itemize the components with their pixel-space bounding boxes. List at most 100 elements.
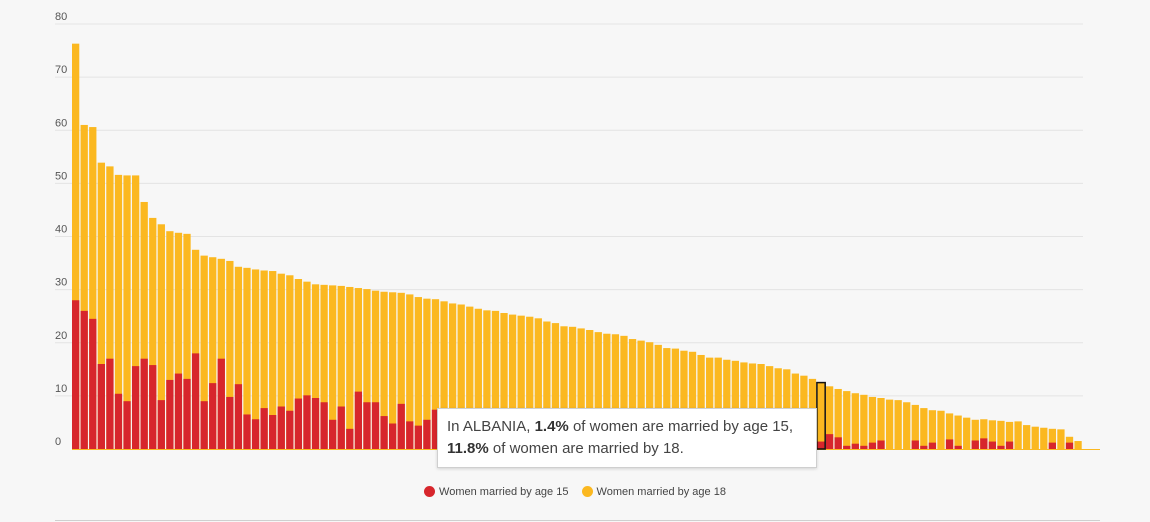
bar-age15	[260, 408, 268, 449]
bar-age18	[191, 249, 200, 449]
bar-age18	[903, 402, 911, 449]
bar-age15	[363, 402, 371, 449]
bar-age18	[646, 342, 654, 449]
y-tick-label: 10	[55, 383, 67, 395]
bar-age18	[414, 297, 422, 449]
bar-age18	[269, 271, 277, 449]
bar-age15	[217, 358, 225, 449]
bar-age18	[286, 275, 294, 449]
bar-age18	[157, 224, 165, 449]
bar-age15	[868, 442, 877, 449]
bar-age18	[380, 291, 388, 449]
bar-age18	[526, 316, 534, 449]
bar-age18	[706, 357, 714, 449]
bar-age15	[303, 395, 311, 449]
bar-age15	[843, 445, 851, 449]
bar-age15	[140, 358, 148, 449]
bar-age18	[714, 357, 722, 449]
tooltip-sep: ,	[526, 418, 535, 435]
y-tick-label: 60	[55, 117, 67, 129]
bar-age18	[448, 303, 457, 449]
y-tick-label: 20	[55, 330, 67, 342]
bar-age18	[1040, 427, 1048, 449]
bar-age15	[988, 441, 997, 449]
bar-age18	[483, 310, 491, 449]
bar-age18	[723, 359, 731, 449]
bar-age15	[1048, 442, 1057, 449]
bar-age18	[697, 354, 705, 449]
bar-age18	[568, 326, 577, 449]
bar-age18	[337, 285, 345, 449]
bar-age18	[329, 285, 337, 449]
bar-age18	[183, 233, 191, 449]
bar-age15	[200, 401, 208, 449]
bar-age18	[140, 201, 148, 449]
bar-age18	[1005, 421, 1014, 449]
bar-age18	[363, 289, 371, 449]
bar-age15	[825, 434, 834, 449]
bar-age15	[157, 400, 165, 449]
bar-age18	[114, 174, 123, 449]
bar-age18	[234, 266, 243, 449]
bar-age18	[500, 313, 508, 449]
bar-age18	[389, 292, 397, 449]
bar-age15	[329, 419, 337, 449]
bar-age15	[860, 445, 868, 449]
bar-age15	[817, 441, 825, 449]
bar-age18	[1031, 426, 1039, 449]
bar-age15	[423, 419, 431, 449]
bar-age18	[765, 366, 774, 449]
bar-age18	[611, 334, 620, 449]
bar-age18	[174, 232, 183, 449]
bar-age18	[106, 166, 114, 449]
bar-age15	[226, 396, 234, 449]
legend-label-age18: Women married by age 18	[596, 486, 726, 498]
chart-tooltip: In ALBANIA, 1.4% of women are married by…	[437, 408, 817, 468]
bar-age15	[123, 401, 131, 449]
bar-age15	[286, 410, 294, 449]
bar-age18	[508, 314, 517, 449]
bar-age15	[851, 443, 859, 449]
bar-age18	[1048, 428, 1057, 449]
bar-age18	[517, 315, 525, 449]
chart-legend: Women married by age 15 Women married by…	[0, 486, 1150, 498]
bar-age18	[72, 43, 80, 449]
bar-age15	[945, 439, 954, 449]
bar-age18	[963, 417, 971, 449]
legend-item-age15[interactable]: Women married by age 15	[424, 486, 568, 498]
bar-age15	[371, 402, 380, 449]
bar-age18	[594, 332, 602, 449]
bar-age18	[551, 323, 560, 449]
bar-age18	[534, 318, 542, 449]
bar-age18	[894, 400, 902, 449]
bar-age18	[748, 363, 757, 449]
legend-item-age18[interactable]: Women married by age 18	[581, 486, 726, 498]
bar-age18	[131, 175, 140, 449]
legend-dot-age15	[424, 486, 436, 497]
bar-age15	[89, 318, 97, 449]
bar-age18	[971, 419, 979, 449]
bar-age15	[380, 416, 388, 449]
bar-age18	[320, 284, 328, 449]
bar-age18	[688, 351, 697, 449]
bar-age18	[980, 419, 988, 449]
bar-age18	[209, 257, 217, 449]
bar-age18	[757, 364, 765, 449]
bar-age15	[183, 378, 191, 449]
bar-age15	[97, 364, 105, 449]
legend-label-age15: Women married by age 15	[439, 486, 569, 498]
bar-age18	[851, 393, 859, 449]
bar-age15	[337, 406, 345, 449]
y-axis: 0 10 20 30 40 50 60 70 80	[55, 11, 67, 448]
bar-age15	[920, 445, 928, 449]
bar-age18	[423, 298, 431, 449]
bar-age15	[243, 414, 251, 449]
bar-age15	[354, 391, 363, 449]
bar-age18	[680, 350, 688, 449]
bar-age15	[928, 442, 937, 449]
y-tick-label: 40	[55, 224, 67, 236]
bar-age15	[997, 445, 1005, 449]
bar-age15	[971, 440, 979, 449]
bar-age15	[166, 379, 174, 449]
bar-age18	[406, 294, 414, 449]
